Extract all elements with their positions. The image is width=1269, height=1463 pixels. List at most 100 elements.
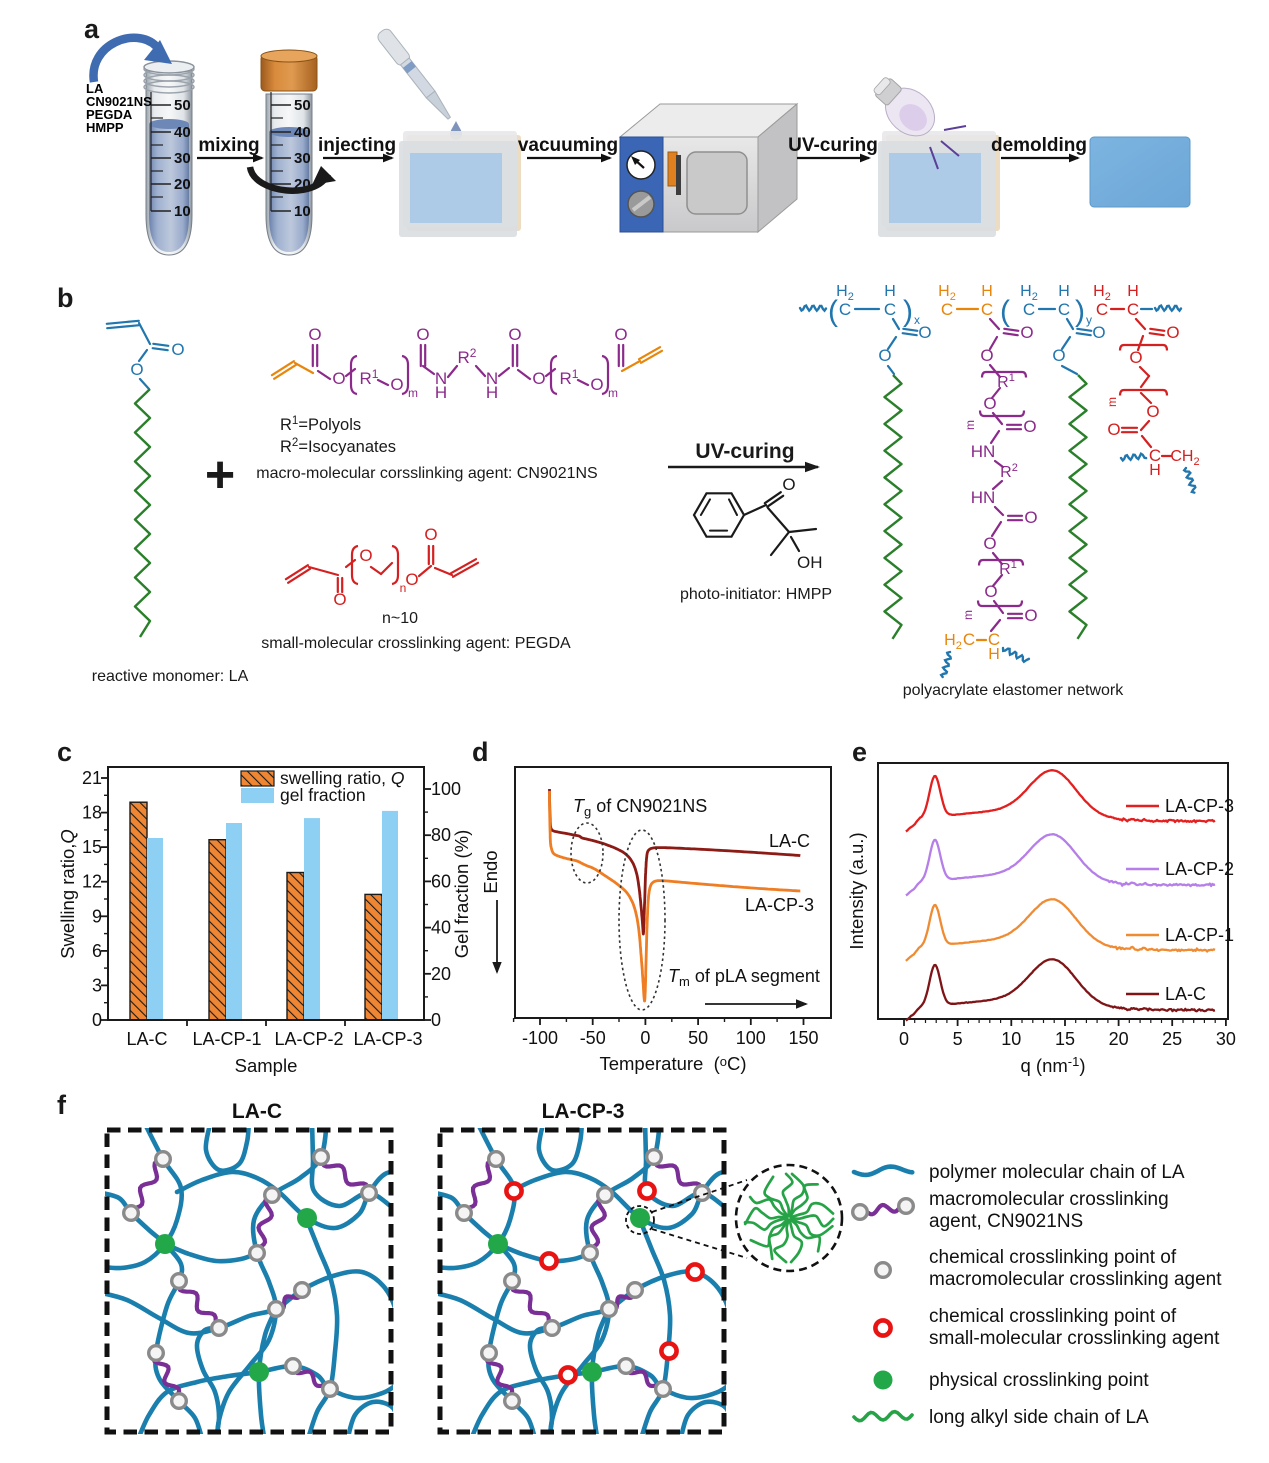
svg-text:LA: LA	[86, 81, 104, 96]
svg-text:physical crosslinking point: physical crosslinking point	[929, 1370, 1149, 1391]
svg-text:0: 0	[92, 1010, 102, 1030]
svg-text:O: O	[1024, 606, 1037, 625]
svg-text:O: O	[918, 323, 931, 342]
svg-text:m: m	[963, 420, 977, 430]
svg-text:Tg of CN9021NS: Tg of CN9021NS	[573, 796, 707, 819]
svg-text:H: H	[981, 283, 993, 300]
svg-text:O: O	[590, 375, 603, 394]
svg-text:swelling ratio, Q: swelling ratio, Q	[280, 768, 405, 788]
svg-text:0: 0	[640, 1028, 650, 1048]
svg-text:LA-C: LA-C	[1165, 984, 1206, 1004]
svg-text:0: 0	[431, 1010, 441, 1030]
svg-text:UV-curing: UV-curing	[788, 135, 878, 156]
svg-text:Intensity (a.u.): Intensity (a.u.)	[846, 832, 867, 949]
svg-text:40: 40	[431, 918, 451, 938]
svg-text:O: O	[405, 570, 418, 589]
svg-text:polymer molecular chain of LA: polymer molecular chain of LA	[929, 1162, 1185, 1183]
svg-text:20: 20	[174, 176, 191, 193]
svg-text:C: C	[1149, 446, 1161, 465]
svg-text:O: O	[1146, 402, 1159, 421]
svg-text:O: O	[416, 325, 429, 344]
svg-text:polyacrylate elastomer network: polyacrylate elastomer network	[903, 682, 1125, 699]
svg-text:100: 100	[431, 779, 461, 799]
svg-text:(: (	[828, 295, 838, 328]
svg-text:C: C	[1127, 300, 1139, 319]
svg-text:LA-CP-3: LA-CP-3	[1165, 796, 1234, 816]
svg-text:12: 12	[82, 872, 102, 892]
svg-text:vacuuming: vacuuming	[518, 135, 618, 156]
svg-text:R1=Polyols: R1=Polyols	[280, 415, 361, 434]
svg-text:30: 30	[294, 150, 311, 167]
svg-text:injecting: injecting	[318, 135, 396, 156]
svg-text:C: C	[884, 300, 896, 319]
svg-text:C: C	[941, 300, 953, 319]
svg-text:chemical crosslinking point of: chemical crosslinking point of	[929, 1247, 1177, 1268]
svg-text:C: C	[1096, 300, 1108, 319]
svg-text:LA-CP-3: LA-CP-3	[542, 1100, 625, 1123]
svg-text:LA-CP-1: LA-CP-1	[192, 1029, 261, 1049]
svg-text:): )	[903, 295, 913, 328]
svg-text:macromolecular crosslinking ag: macromolecular crosslinking agent	[929, 1269, 1222, 1290]
svg-text:LA-C: LA-C	[232, 1100, 282, 1123]
svg-text:O: O	[390, 375, 403, 394]
svg-text:chemical crosslinking point of: chemical crosslinking point of	[929, 1306, 1177, 1327]
svg-text:demolding: demolding	[991, 135, 1087, 156]
svg-text:m: m	[408, 386, 418, 400]
svg-text:O: O	[983, 394, 996, 413]
svg-text:O: O	[1092, 323, 1105, 342]
svg-text:O: O	[332, 369, 345, 388]
svg-text:50: 50	[294, 97, 311, 114]
svg-text:50: 50	[174, 97, 191, 114]
svg-text:Endo: Endo	[480, 850, 501, 893]
svg-text:(: (	[1000, 295, 1010, 328]
svg-text:O: O	[532, 369, 545, 388]
svg-text:reactive monomer: LA: reactive monomer: LA	[92, 668, 249, 685]
svg-text:21: 21	[82, 768, 102, 788]
svg-text:O: O	[782, 475, 795, 494]
svg-text:LA-C: LA-C	[769, 831, 810, 851]
svg-text:O: O	[1020, 323, 1033, 342]
svg-text:LA-CP-2: LA-CP-2	[1165, 859, 1234, 879]
svg-text:O: O	[984, 582, 997, 601]
svg-text:O: O	[1024, 508, 1037, 527]
svg-text:-100: -100	[522, 1028, 558, 1048]
svg-text:O: O	[1129, 348, 1142, 367]
svg-text:9: 9	[92, 906, 102, 926]
svg-text:OH: OH	[797, 553, 823, 572]
svg-text:10: 10	[1001, 1029, 1021, 1049]
svg-text:20: 20	[431, 964, 451, 984]
svg-text:agent, CN9021NS: agent, CN9021NS	[929, 1211, 1083, 1232]
svg-text:O: O	[508, 325, 521, 344]
svg-text:x: x	[914, 313, 920, 327]
svg-text:Tm of pLA segment: Tm of pLA segment	[668, 966, 820, 989]
svg-text:HN: HN	[971, 488, 996, 507]
svg-text:C: C	[839, 300, 851, 319]
svg-text:15: 15	[82, 837, 102, 857]
svg-text:N: N	[486, 369, 498, 388]
svg-text:HN: HN	[971, 442, 996, 461]
svg-text:18: 18	[82, 803, 102, 823]
svg-text:n: n	[400, 581, 407, 595]
svg-text:C: C	[1023, 300, 1035, 319]
svg-text:60: 60	[431, 871, 451, 891]
svg-text:H: H	[1058, 283, 1070, 300]
svg-text:small-molecular crosslinking a: small-molecular crosslinking agent	[929, 1328, 1220, 1349]
svg-text:30: 30	[174, 150, 191, 167]
svg-text:+: +	[205, 446, 235, 504]
svg-text:30: 30	[1216, 1029, 1236, 1049]
svg-text:O: O	[1023, 417, 1036, 436]
svg-text:photo-initiator: HMPP: photo-initiator: HMPP	[680, 586, 832, 603]
svg-text:6: 6	[92, 941, 102, 961]
svg-text:O: O	[1166, 323, 1179, 342]
svg-text:H: H	[884, 283, 896, 300]
svg-text:m: m	[961, 610, 975, 620]
svg-text:gel fraction: gel fraction	[280, 785, 366, 805]
svg-text:mixing: mixing	[198, 135, 259, 156]
svg-text:C: C	[988, 630, 1000, 649]
svg-text:long alkyl side chain of LA: long alkyl side chain of LA	[929, 1407, 1149, 1428]
svg-text:LA-CP-1: LA-CP-1	[1165, 925, 1234, 945]
svg-text:LA-CP-3: LA-CP-3	[745, 895, 814, 915]
svg-text:CH2: CH2	[1170, 448, 1199, 468]
svg-text:H: H	[435, 383, 447, 402]
svg-text:m: m	[1105, 397, 1119, 407]
